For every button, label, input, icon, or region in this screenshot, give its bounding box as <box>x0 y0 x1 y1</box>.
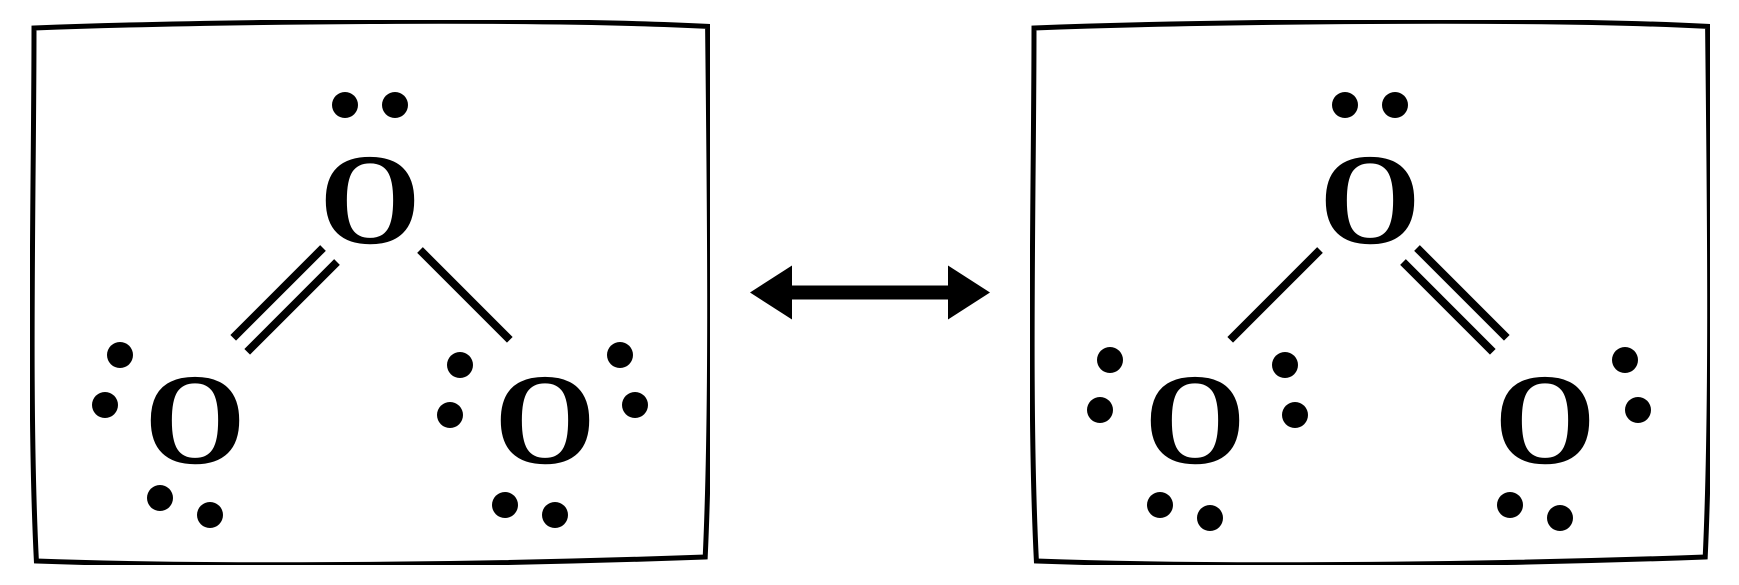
oxygen-atom: O <box>1144 355 1245 485</box>
electron-dot <box>542 502 568 528</box>
oxygen-atom: O <box>1319 135 1420 265</box>
oxygen-atom: O <box>144 355 245 485</box>
electron-dot <box>1332 92 1358 118</box>
electron-dot <box>1625 397 1651 423</box>
double-arrow-icon <box>750 265 990 320</box>
electron-dot <box>382 92 408 118</box>
oxygen-atom: O <box>494 355 595 485</box>
oxygen-atom: O <box>319 135 420 265</box>
electron-dot <box>107 342 133 368</box>
electron-dot <box>622 392 648 418</box>
electron-dot <box>92 392 118 418</box>
electron-dot <box>1497 492 1523 518</box>
electron-dot <box>1097 347 1123 373</box>
electron-dot <box>147 485 173 511</box>
electron-dot <box>447 352 473 378</box>
electron-dot <box>1272 352 1298 378</box>
resonance-structure-left: OOO <box>30 20 710 565</box>
resonance-arrow <box>750 265 990 320</box>
electron-dot <box>1382 92 1408 118</box>
box-border-right <box>1030 20 1710 565</box>
electron-dot <box>1197 505 1223 531</box>
electron-dot <box>492 492 518 518</box>
electron-dot <box>437 402 463 428</box>
electron-dot <box>1612 347 1638 373</box>
electron-dot <box>332 92 358 118</box>
oxygen-atom: O <box>1494 355 1595 485</box>
electron-dot <box>1087 397 1113 423</box>
electron-dot <box>1547 505 1573 531</box>
electron-dot <box>197 502 223 528</box>
resonance-structure-right: OOO <box>1030 20 1710 565</box>
electron-dot <box>1282 402 1308 428</box>
box-border-left <box>30 20 710 565</box>
electron-dot <box>607 342 633 368</box>
electron-dot <box>1147 492 1173 518</box>
